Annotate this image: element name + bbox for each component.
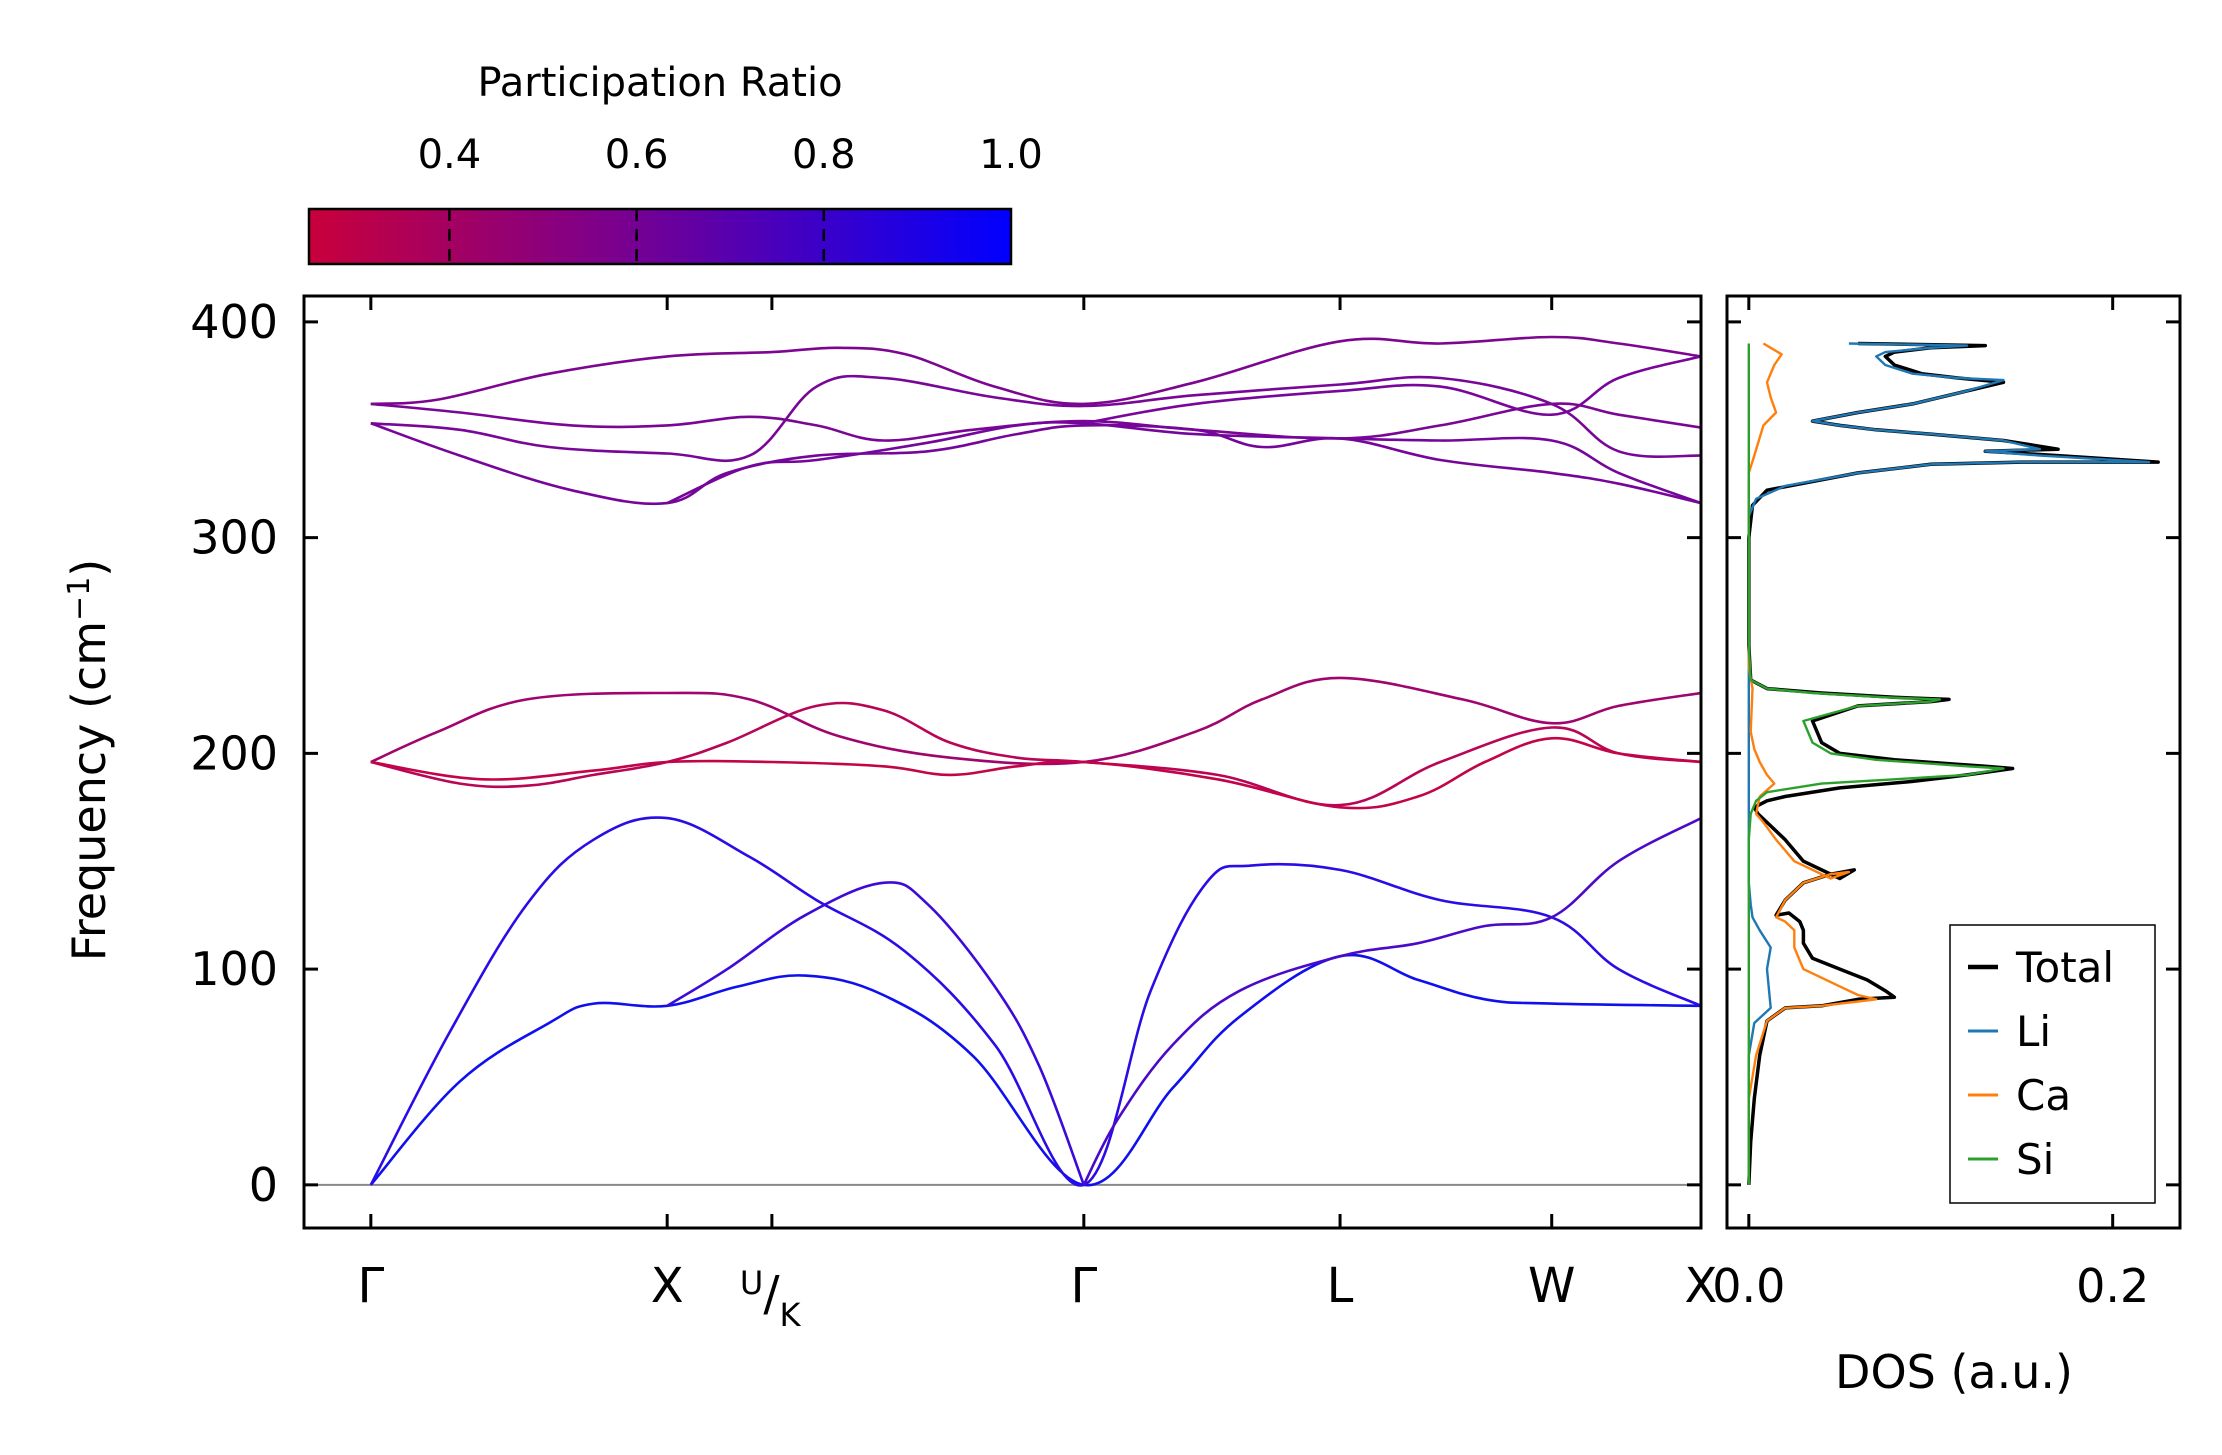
phonon-band (370, 676, 1701, 766)
kpoint-label: X (1685, 1258, 1718, 1314)
y-axis-title-close: ) (62, 559, 116, 577)
kpoint-label-sub: K (779, 1296, 801, 1334)
dos-x-tick-label: 0.0 (1712, 1259, 1785, 1313)
dos-plot-frame (1725, 294, 2182, 1230)
colorbar: Participation Ratio 0.4 0.6 0.8 1.0 (307, 60, 1043, 266)
phonon-band (666, 881, 1086, 1186)
kpoint-label: W (1528, 1258, 1575, 1314)
band-axes: 0 100 200 300 400 Γ X U/K Γ L W X (190, 295, 1717, 1334)
legend-box (1949, 924, 2156, 1204)
phonon-band (1082, 816, 1701, 1186)
kpoint-label-slash: / (763, 1266, 780, 1322)
phonon-band (370, 335, 1701, 406)
y-tick-label: 400 (190, 295, 278, 349)
dos-x-tick-label: 0.2 (2076, 1259, 2149, 1313)
dos-series-ca (1747, 342, 1878, 1185)
kpoint-label: Γ (357, 1258, 384, 1314)
colorbar-ticks: 0.4 0.6 0.8 1.0 (418, 132, 1043, 264)
phonon-band (370, 374, 1701, 463)
kpoint-label: Γ (1070, 1258, 1097, 1314)
dos-plot-area (1747, 341, 2160, 1185)
band-plot-area (304, 335, 1701, 1187)
y-axis-title-superscript: −1 (62, 577, 97, 621)
phonon-band (370, 736, 1701, 810)
y-axis-title-text: Frequency (cm (62, 621, 116, 961)
phonon-band (370, 422, 1701, 506)
kpoint-label: U/K (740, 1264, 802, 1334)
dos-axis-title: DOS (a.u.) (1835, 1345, 2073, 1399)
colorbar-gradient (307, 207, 1013, 266)
phonon-band (369, 953, 1701, 1187)
kpoint-label: X (651, 1258, 684, 1314)
colorbar-tick-label: 0.8 (792, 132, 856, 178)
dos-series-li (1747, 342, 2151, 1185)
y-tick-label: 200 (190, 726, 278, 780)
colorbar-tick-label: 1.0 (979, 132, 1043, 178)
dos-axes: 0.0 0.2 (1712, 296, 2180, 1313)
dos-legend: Total Li Ca Si (1949, 924, 2156, 1204)
band-structure-panel: 0 100 200 300 400 Γ X U/K Γ L W X Frequency (cm−1) (62, 294, 1717, 1334)
colorbar-tick-label: 0.4 (418, 132, 482, 178)
phonon-band (1083, 355, 1701, 425)
y-tick-label: 0 (249, 1158, 278, 1212)
band-plot-frame (302, 294, 1703, 1230)
colorbar-title: Participation Ratio (477, 60, 842, 106)
dos-panel: 0.0 0.2 DOS (a.u.) Total Li Ca Si (1712, 294, 2182, 1399)
y-tick-label: 300 (190, 511, 278, 565)
phonon-band (369, 816, 1701, 1187)
phonon-band (370, 402, 1701, 442)
kpoint-label: L (1327, 1258, 1354, 1314)
y-axis-title: Frequency (cm−1) (62, 559, 116, 962)
legend-label: Ca (2016, 1071, 2071, 1120)
legend-label: Li (2016, 1007, 2051, 1056)
legend-label: Total (2015, 943, 2114, 992)
colorbar-tick-label: 0.6 (605, 132, 669, 178)
phonon-band (666, 421, 1701, 505)
kpoint-label-sup: U (740, 1264, 763, 1302)
legend-label: Si (2016, 1135, 2054, 1184)
dos-series-si (1747, 343, 2005, 1185)
y-tick-label: 100 (190, 942, 278, 996)
phonon-band (370, 701, 1701, 807)
